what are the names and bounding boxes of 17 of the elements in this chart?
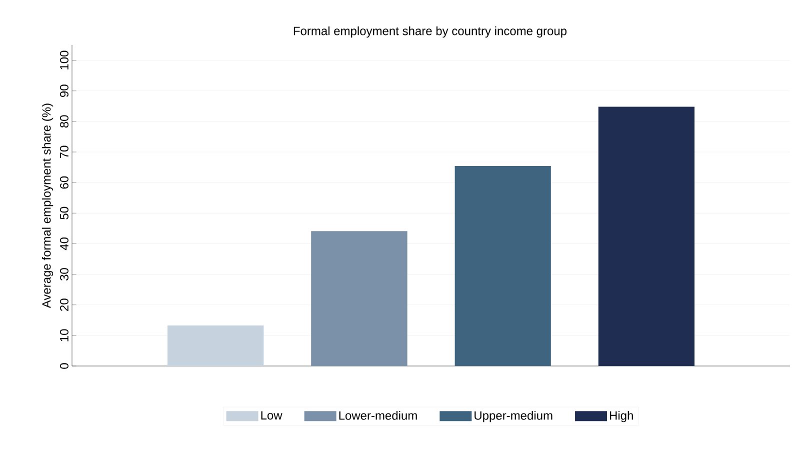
legend-label: Upper-medium (474, 410, 552, 422)
y-tick-label: 100 (60, 50, 68, 70)
y-tick-label: 0 (60, 363, 68, 369)
y-tick-label: 90 (60, 84, 68, 97)
legend-label: Low (261, 411, 282, 420)
chart-title: Formal employment share by country income group (294, 26, 567, 38)
y-tick-label: 20 (60, 298, 68, 311)
legend-label: Lower-medium (339, 410, 417, 420)
legend-label: High (610, 410, 633, 422)
y-tick-label: 60 (60, 176, 68, 189)
y-tick-label: 10 (60, 329, 68, 342)
y-tick-label: 40 (60, 238, 68, 250)
y-axis-title: Average formal employment share (%) (42, 104, 54, 308)
y-tick-label: 80 (60, 115, 68, 128)
y-tick-label: 50 (60, 206, 68, 220)
y-tick-label: 30 (60, 268, 68, 281)
y-tick-label: 70 (60, 146, 68, 158)
